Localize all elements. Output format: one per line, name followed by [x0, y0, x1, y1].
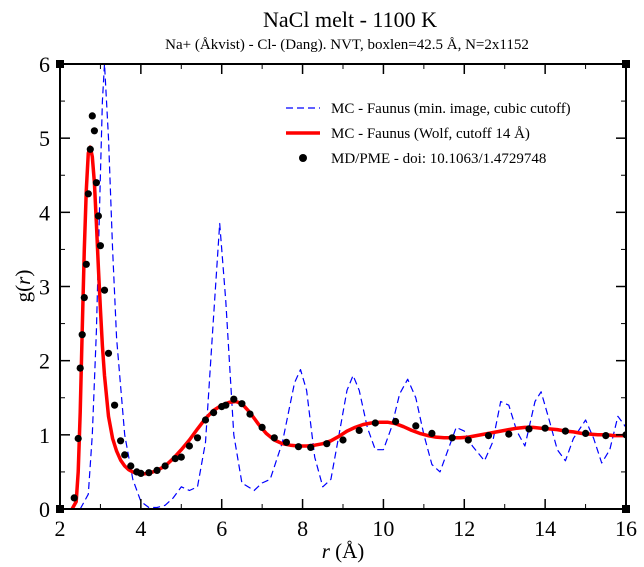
md-pme-point — [121, 451, 129, 459]
x-tick-label: 14 — [534, 516, 556, 541]
md-pme-point — [339, 436, 347, 444]
md-pme-point — [561, 427, 570, 435]
md-pme-point — [193, 434, 202, 442]
md-pme-point — [307, 443, 315, 451]
md-pme-point — [86, 145, 94, 153]
md-pme-point — [88, 112, 96, 120]
md-pme-point — [153, 466, 161, 474]
md-pme-point — [355, 426, 363, 434]
md-pme-point — [541, 424, 549, 432]
legend-label: MC - Faunus (Wolf, cutoff 14 Å) — [331, 126, 530, 142]
y-tick-label: 3 — [39, 275, 50, 300]
x-tick-label: 8 — [297, 516, 308, 541]
md-pme-point — [96, 242, 104, 250]
series-line-wolf — [70, 145, 626, 509]
x-tick-label: 16 — [615, 516, 637, 541]
md-pme-point — [282, 438, 290, 446]
x-tick-label: 4 — [135, 516, 146, 541]
md-pme-point — [582, 429, 590, 437]
md-pme-point — [505, 430, 513, 438]
md-pme-point — [448, 434, 456, 442]
md-pme-point — [428, 429, 436, 437]
md-pme-point — [201, 416, 210, 424]
y-axis-label: g(r) — [11, 270, 35, 303]
md-pme-point — [111, 401, 119, 409]
md-pme-point — [185, 442, 193, 450]
x-axis-label: r (Å) — [322, 539, 365, 563]
md-pme-point — [371, 419, 379, 427]
series-line-min-image — [79, 64, 626, 509]
x-tick-label: 2 — [55, 516, 66, 541]
legend-label: MD/PME - doi: 10.1063/1.4729748 — [331, 151, 546, 167]
md-pme-point — [602, 432, 610, 440]
y-tick-label: 0 — [39, 497, 50, 522]
md-pme-point — [92, 179, 100, 187]
x-tick-label: 10 — [372, 516, 394, 541]
md-pme-point — [525, 425, 533, 433]
plot-area — [70, 64, 626, 509]
md-pme-point — [78, 331, 86, 339]
md-pme-point — [464, 436, 472, 444]
md-pme-point — [294, 443, 303, 451]
md-pme-point — [84, 190, 92, 198]
md-pme-point — [238, 400, 246, 408]
md-pme-point — [76, 364, 84, 372]
md-pme-point — [258, 423, 266, 431]
legend-label: MC - Faunus (min. image, cubic cutoff) — [331, 101, 571, 117]
md-pme-point — [137, 469, 145, 477]
legend-marker — [299, 154, 307, 162]
md-pme-point — [100, 286, 109, 294]
md-pme-point — [80, 294, 88, 302]
md-pme-point — [412, 422, 420, 430]
y-tick-label: 1 — [39, 423, 50, 448]
md-pme-point — [230, 395, 238, 403]
md-pme-point — [145, 469, 153, 477]
md-pme-point — [177, 453, 185, 461]
x-tick-label: 6 — [216, 516, 227, 541]
y-tick-label: 4 — [39, 200, 50, 225]
md-pme-point — [82, 260, 90, 268]
md-pme-point — [323, 440, 331, 448]
x-tick-label: 12 — [453, 516, 475, 541]
md-pme-point — [90, 127, 98, 135]
md-pme-point — [210, 409, 218, 417]
md-pme-point — [94, 212, 102, 220]
md-pme-point — [104, 349, 113, 357]
md-pme-point — [484, 432, 493, 440]
y-tick-label: 5 — [39, 126, 50, 151]
md-pme-point — [270, 434, 278, 442]
chart-title: NaCl melt - 1100 K — [263, 7, 437, 32]
md-pme-point — [171, 455, 179, 463]
md-pme-point — [161, 462, 169, 470]
y-tick-label: 2 — [39, 349, 50, 374]
md-pme-point — [70, 494, 78, 502]
md-pme-point — [74, 434, 82, 443]
md-pme-point — [117, 437, 125, 445]
md-pme-point — [392, 417, 400, 426]
y-tick-label: 6 — [39, 52, 50, 77]
chart-subtitle: Na+ (Åkvist) - Cl- (Dang). NVT, boxlen=4… — [165, 37, 529, 53]
md-pme-point — [246, 410, 254, 418]
md-pme-point — [127, 462, 135, 470]
legend: MC - Faunus (min. image, cubic cutoff) MC… — [286, 101, 571, 167]
md-pme-point — [222, 401, 230, 409]
